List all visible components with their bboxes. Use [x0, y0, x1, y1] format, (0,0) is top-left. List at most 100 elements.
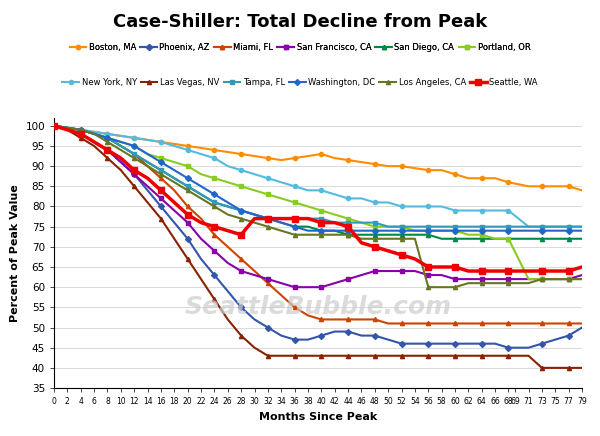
San Francisco, CA [238, 269, 245, 274]
Phoenix, AZ [197, 256, 205, 262]
San Diego, CA [465, 236, 472, 242]
Las Vegas, NV [371, 353, 379, 358]
San Diego, CA [565, 236, 572, 242]
Miami, FL [412, 321, 419, 326]
San Francisco, CA [64, 127, 71, 133]
San Francisco, CA [197, 236, 205, 242]
Miami, FL [224, 244, 232, 249]
Tampa, FL [117, 143, 124, 149]
Los Angeles, CA [578, 276, 586, 282]
Boston, MA [538, 184, 545, 189]
Miami, FL [331, 317, 338, 322]
Portland, OR [197, 172, 205, 177]
New York, NY [278, 180, 285, 185]
Portland, OR [238, 184, 245, 189]
San Francisco, CA [291, 285, 298, 290]
Phoenix, AZ [385, 337, 392, 342]
Los Angeles, CA [238, 216, 245, 221]
San Diego, CA [538, 236, 545, 242]
Las Vegas, NV [197, 276, 205, 282]
Boston, MA [358, 160, 365, 165]
Los Angeles, CA [551, 276, 559, 282]
Tampa, FL [478, 224, 485, 229]
Washington, DC [171, 167, 178, 173]
Miami, FL [264, 280, 271, 286]
New York, NY [344, 196, 352, 201]
Boston, MA [64, 125, 71, 130]
Phoenix, AZ [331, 329, 338, 334]
Las Vegas, NV [331, 353, 338, 358]
Miami, FL [538, 321, 545, 326]
Y-axis label: Percent of Peak Value: Percent of Peak Value [10, 184, 20, 322]
Washington, DC [238, 208, 245, 213]
Washington, DC [478, 228, 485, 233]
Miami, FL [385, 321, 392, 326]
Boston, MA [412, 166, 419, 171]
Phoenix, AZ [491, 341, 499, 346]
San Diego, CA [371, 232, 379, 237]
Los Angeles, CA [331, 232, 338, 237]
New York, NY [465, 208, 472, 213]
Washington, DC [344, 228, 352, 233]
Boston, MA [224, 150, 232, 155]
Portland, OR [538, 276, 545, 282]
Las Vegas, NV [91, 143, 98, 149]
San Diego, CA [264, 216, 271, 221]
San Francisco, CA [157, 196, 164, 201]
San Diego, CA [184, 184, 191, 189]
Washington, DC [551, 228, 559, 233]
New York, NY [264, 176, 271, 181]
San Diego, CA [551, 236, 559, 242]
San Francisco, CA [224, 260, 232, 266]
Las Vegas, NV [318, 353, 325, 358]
San Francisco, CA [505, 276, 512, 282]
Tampa, FL [278, 216, 285, 221]
Boston, MA [50, 123, 58, 129]
Los Angeles, CA [251, 220, 258, 225]
Phoenix, AZ [505, 345, 512, 350]
Seattle, WA [478, 269, 485, 274]
Los Angeles, CA [344, 232, 352, 237]
Miami, FL [318, 317, 325, 322]
Tampa, FL [184, 184, 191, 189]
Seattle, WA [304, 216, 311, 221]
Miami, FL [398, 321, 405, 326]
Los Angeles, CA [171, 180, 178, 185]
Las Vegas, NV [465, 353, 472, 358]
Boston, MA [425, 167, 432, 173]
Tampa, FL [77, 127, 85, 133]
Line: Phoenix, AZ: Phoenix, AZ [52, 124, 584, 350]
New York, NY [171, 143, 178, 149]
Portland, OR [371, 224, 379, 229]
San Diego, CA [91, 131, 98, 136]
San Diego, CA [64, 125, 71, 130]
Tampa, FL [91, 131, 98, 136]
Boston, MA [197, 145, 205, 150]
San Diego, CA [291, 224, 298, 229]
San Francisco, CA [117, 160, 124, 165]
Phoenix, AZ [344, 329, 352, 334]
Seattle, WA [224, 228, 232, 233]
Las Vegas, NV [438, 353, 445, 358]
Los Angeles, CA [91, 131, 98, 136]
Tampa, FL [50, 123, 58, 129]
Tampa, FL [238, 208, 245, 213]
Portland, OR [398, 224, 405, 229]
San Francisco, CA [344, 276, 352, 282]
Boston, MA [398, 164, 405, 169]
Portland, OR [451, 228, 458, 233]
New York, NY [331, 192, 338, 197]
Los Angeles, CA [104, 140, 111, 145]
Portland, OR [104, 135, 111, 140]
Seattle, WA [491, 269, 499, 274]
Boston, MA [184, 143, 191, 149]
San Diego, CA [412, 232, 419, 237]
Las Vegas, NV [451, 353, 458, 358]
Legend: Boston, MA, Phoenix, AZ, Miami, FL, San Francisco, CA, San Diego, CA, Portland, : Boston, MA, Phoenix, AZ, Miami, FL, San … [70, 44, 530, 52]
San Francisco, CA [385, 269, 392, 274]
Boston, MA [131, 135, 138, 140]
Phoenix, AZ [278, 333, 285, 338]
Portland, OR [438, 228, 445, 233]
Line: San Francisco, CA: San Francisco, CA [52, 124, 584, 289]
Phoenix, AZ [211, 272, 218, 278]
